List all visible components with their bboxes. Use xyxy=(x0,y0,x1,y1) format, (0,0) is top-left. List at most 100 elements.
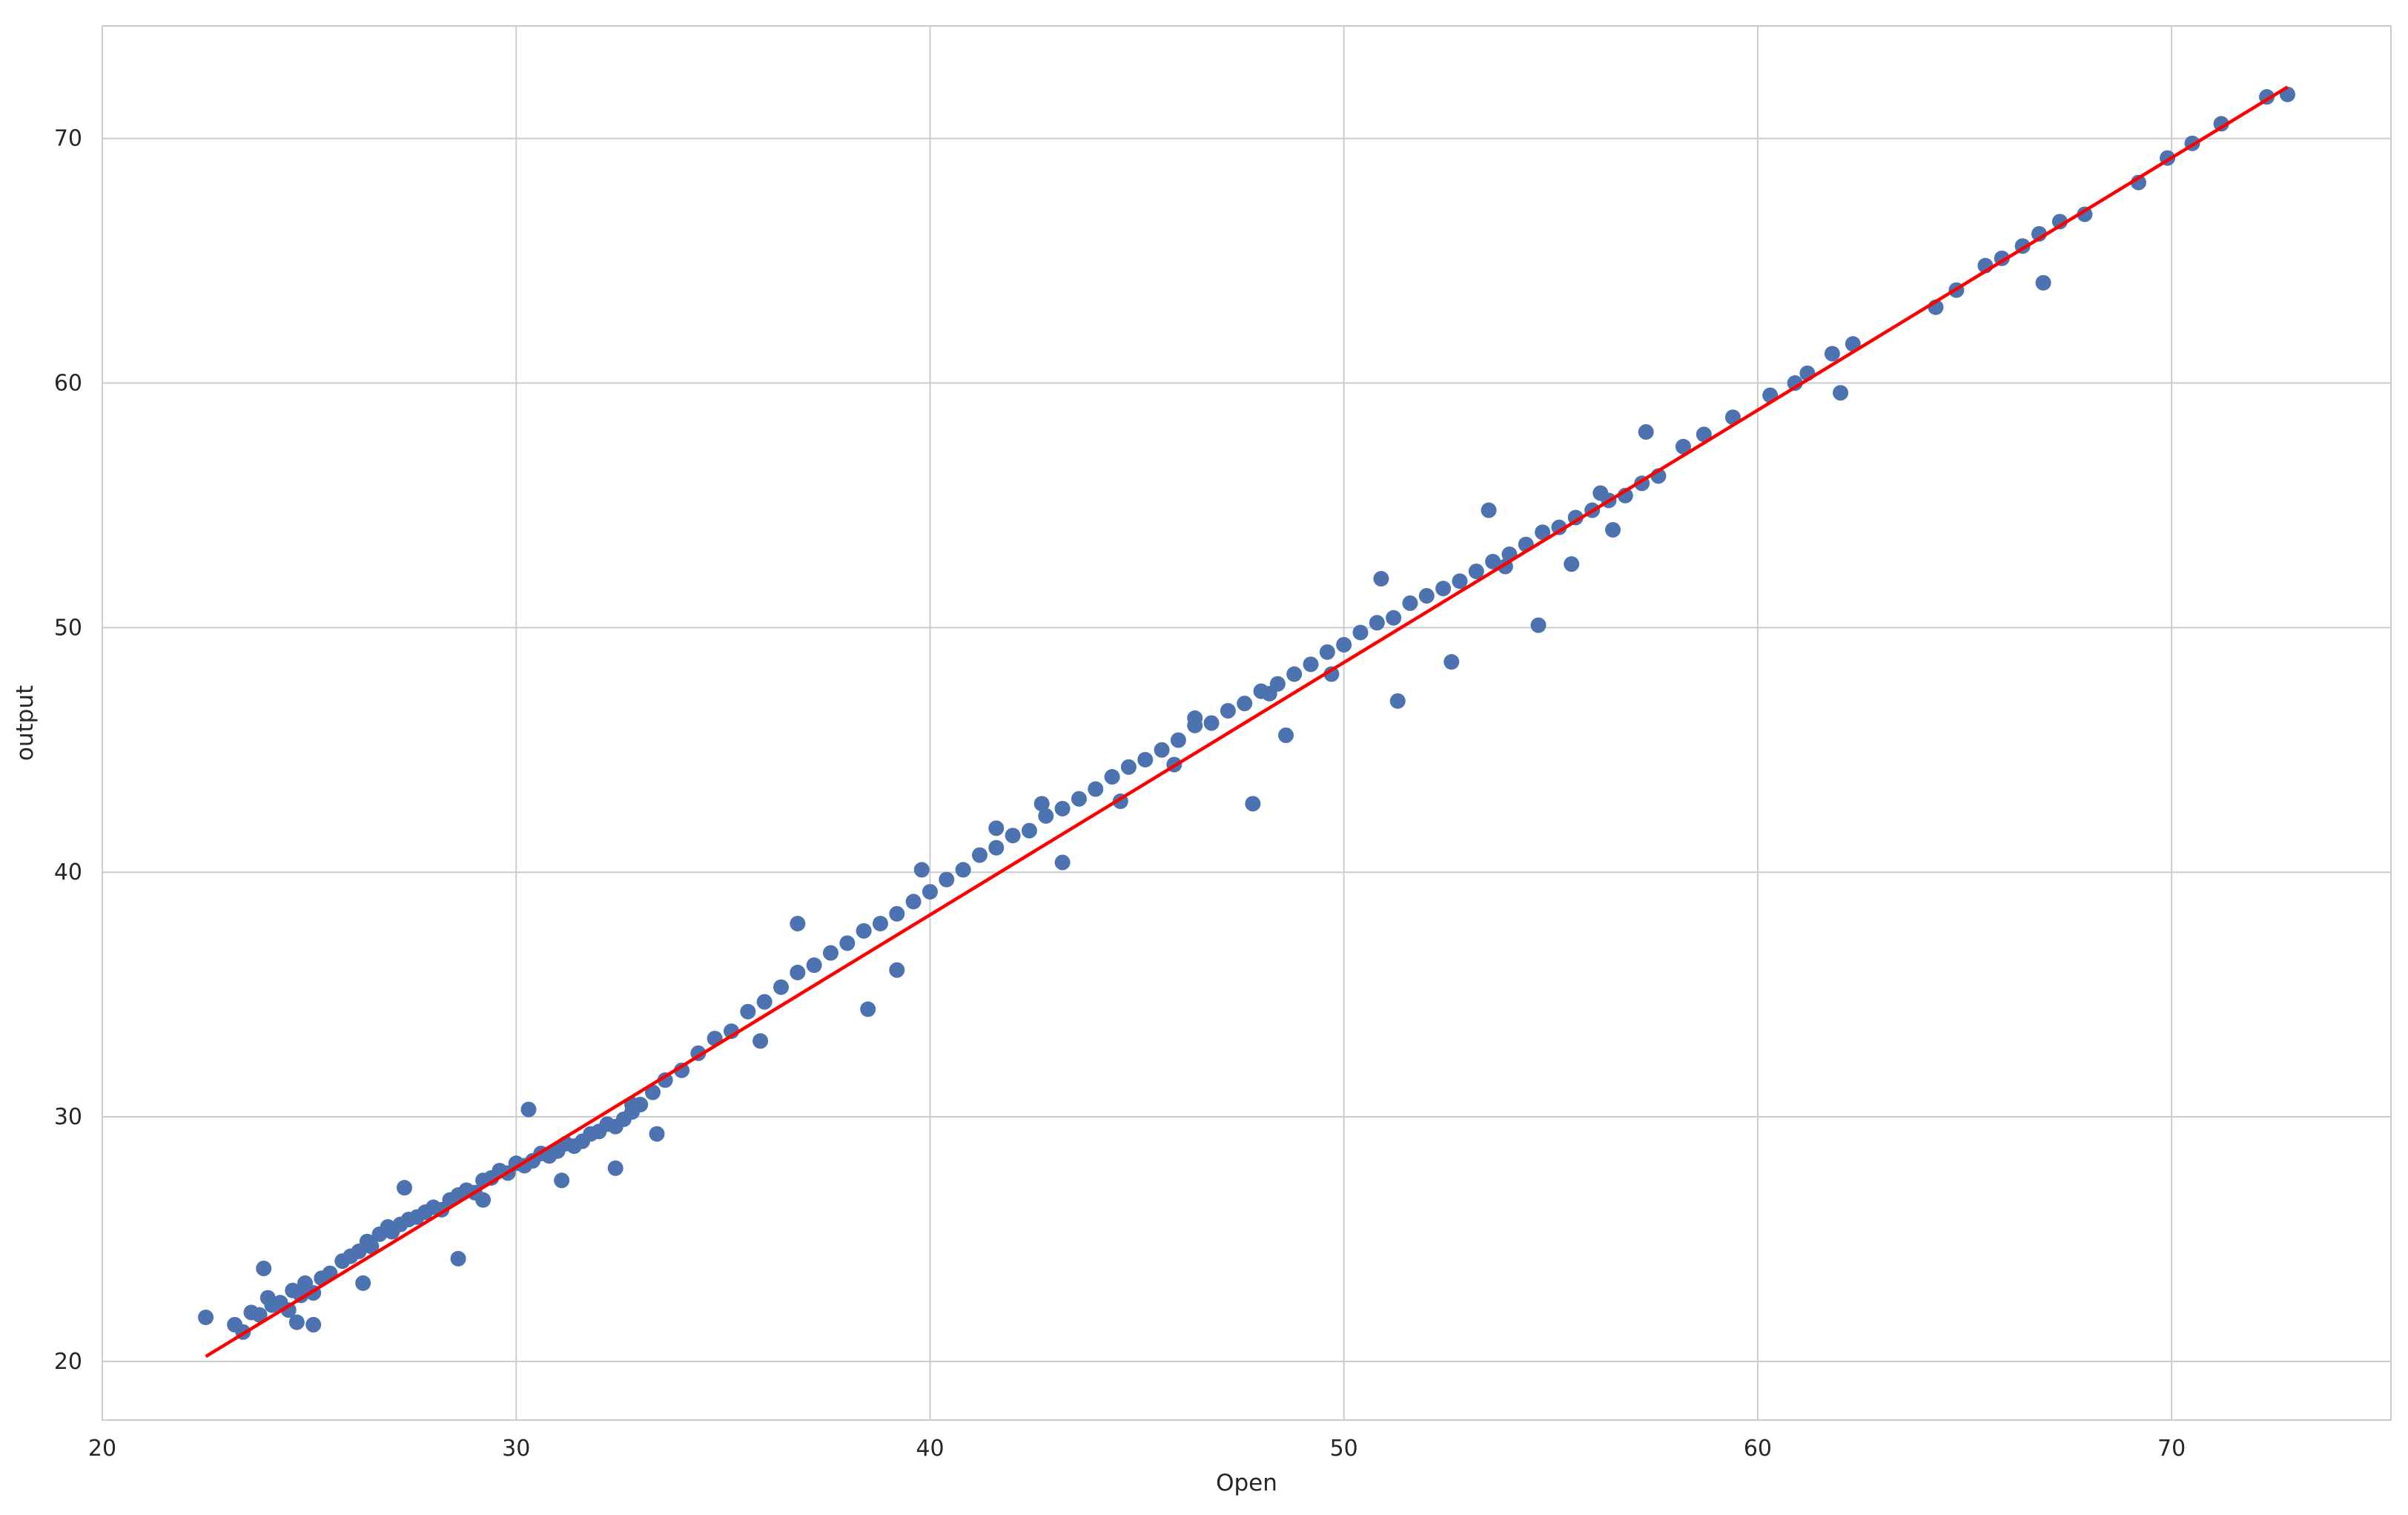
y-tick-label: 70 xyxy=(54,126,82,152)
data-point xyxy=(1369,615,1385,631)
data-point xyxy=(1675,438,1691,455)
data-point xyxy=(1203,715,1220,731)
data-point xyxy=(649,1126,665,1142)
x-tick-labels: 20 30 40 50 60 70 xyxy=(88,1436,2186,1462)
data-point xyxy=(2035,274,2051,291)
regression-line xyxy=(205,85,2289,1359)
data-point xyxy=(2077,206,2093,222)
data-point xyxy=(790,964,806,980)
data-point xyxy=(520,1101,537,1118)
data-point xyxy=(1303,656,1319,673)
data-point xyxy=(251,1307,268,1323)
data-point xyxy=(1323,666,1340,682)
data-point xyxy=(773,979,789,995)
data-point xyxy=(913,862,930,878)
data-point xyxy=(756,994,773,1010)
data-point xyxy=(988,839,1005,856)
y-tick-label: 40 xyxy=(54,859,82,885)
data-point xyxy=(1485,553,1501,570)
data-point xyxy=(1389,693,1406,709)
data-point xyxy=(1352,624,1369,641)
data-point xyxy=(1567,509,1584,526)
data-point xyxy=(1530,617,1547,633)
data-point xyxy=(1170,732,1186,748)
data-point xyxy=(198,1309,214,1325)
data-point xyxy=(1319,644,1335,660)
data-point xyxy=(971,847,988,863)
data-point xyxy=(1418,587,1435,604)
data-point xyxy=(2051,214,2068,230)
data-point xyxy=(872,915,888,931)
y-tick-label: 60 xyxy=(54,371,82,397)
data-point xyxy=(905,894,922,910)
data-point xyxy=(397,1180,413,1196)
data-point xyxy=(806,957,822,974)
y-axis-label: output xyxy=(12,685,39,761)
data-point xyxy=(1481,502,1497,518)
data-point xyxy=(1336,636,1352,653)
data-point xyxy=(955,862,971,878)
data-point xyxy=(1386,610,1402,626)
y-tick-labels: 20 30 40 50 60 70 xyxy=(54,126,82,1375)
data-point xyxy=(839,935,856,951)
data-point xyxy=(988,820,1005,836)
scatter-points xyxy=(198,86,2295,1340)
data-point xyxy=(355,1275,371,1291)
data-point xyxy=(1088,781,1104,797)
data-point xyxy=(657,1072,673,1089)
data-point xyxy=(475,1192,492,1208)
data-point xyxy=(1005,828,1021,844)
data-point xyxy=(1187,710,1203,726)
y-tick-label: 50 xyxy=(54,615,82,641)
data-point xyxy=(1245,796,1261,812)
data-point xyxy=(1824,346,1840,362)
data-point xyxy=(1435,581,1452,597)
regression-line-group xyxy=(205,85,2289,1359)
data-point xyxy=(1535,524,1551,541)
x-tick-label: 60 xyxy=(1744,1436,1772,1462)
data-point xyxy=(1237,696,1253,712)
x-axis-label: Open xyxy=(1216,1470,1277,1496)
data-point xyxy=(363,1238,380,1255)
data-point xyxy=(1278,727,1294,743)
x-tick-label: 50 xyxy=(1330,1436,1358,1462)
data-point xyxy=(1605,521,1621,538)
data-point xyxy=(554,1172,570,1189)
data-point xyxy=(922,884,938,900)
data-point xyxy=(1120,759,1137,775)
data-point xyxy=(607,1160,624,1176)
data-point xyxy=(1592,485,1609,501)
data-point xyxy=(1452,573,1468,590)
data-point xyxy=(939,871,955,888)
data-point xyxy=(1373,570,1389,587)
data-point xyxy=(1137,751,1154,768)
data-point xyxy=(889,905,905,922)
data-point xyxy=(305,1316,322,1333)
data-point xyxy=(1154,742,1170,758)
data-point xyxy=(1468,564,1484,580)
data-point xyxy=(1038,808,1054,824)
data-point xyxy=(280,1302,297,1318)
data-point xyxy=(1551,519,1567,535)
data-point xyxy=(790,915,806,931)
data-point xyxy=(1104,769,1120,785)
data-point xyxy=(1696,426,1712,443)
data-point xyxy=(1833,385,1849,401)
data-point xyxy=(822,945,838,961)
data-point xyxy=(856,922,872,939)
y-tick-label: 20 xyxy=(54,1349,82,1375)
data-point xyxy=(1054,800,1071,816)
x-tick-label: 70 xyxy=(2157,1436,2186,1462)
data-point xyxy=(1071,790,1087,807)
data-point xyxy=(1033,796,1050,812)
data-point xyxy=(1402,595,1418,611)
data-point xyxy=(1443,654,1460,670)
x-tick-label: 30 xyxy=(502,1436,530,1462)
x-tick-label: 40 xyxy=(916,1436,944,1462)
data-point xyxy=(1286,666,1303,682)
data-point xyxy=(674,1062,690,1078)
y-tick-label: 30 xyxy=(54,1104,82,1130)
data-point xyxy=(752,1033,769,1049)
data-point xyxy=(1021,822,1037,839)
